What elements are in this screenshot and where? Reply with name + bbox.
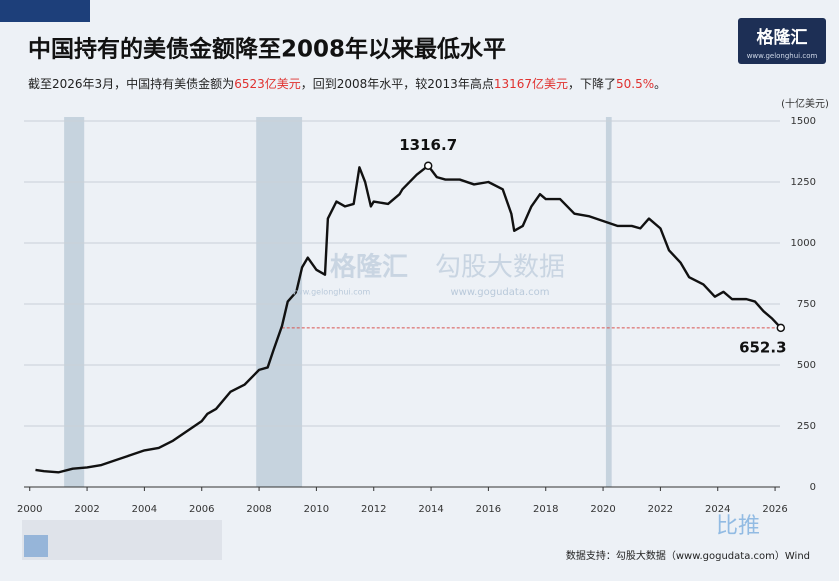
subtitle-part: 6523亿美元 bbox=[234, 76, 301, 91]
watermark: 格隆汇 bbox=[330, 252, 408, 283]
x-tick-label: 2004 bbox=[132, 504, 157, 515]
watermark: www.gogudata.com bbox=[450, 287, 549, 298]
source: 数据支持：勾股大数据（www.gogudata.com）Wind bbox=[566, 549, 810, 562]
shaded-range bbox=[605, 117, 612, 487]
x-tick-label: 2000 bbox=[17, 504, 42, 515]
chart-title: 中国持有的美债金额降至2008年以来最低水平 bbox=[28, 36, 506, 63]
data-label: 652.3 bbox=[739, 338, 786, 356]
x-tick-label: 2012 bbox=[361, 504, 386, 515]
x-tick-label: 2002 bbox=[74, 504, 99, 515]
x-tick-label: 2008 bbox=[246, 504, 271, 515]
point-marker bbox=[423, 161, 433, 170]
x-tick-label: 2014 bbox=[418, 504, 443, 515]
y-tick-label: 1000 bbox=[791, 238, 816, 249]
subtitle-part: ，回到2008年水平，较2013年高点 bbox=[301, 76, 494, 91]
plot-area: 0 250 500 750 1000 1250 1500 2000 2002 2004 2006 20… bbox=[17, 116, 816, 515]
watermark: 比推 bbox=[716, 514, 760, 539]
y-tick-label: 750 bbox=[797, 299, 816, 310]
y-tick-label: 250 bbox=[797, 421, 816, 432]
x-tick-label: 2026 bbox=[762, 504, 787, 515]
y-axis-label: (十亿美元) bbox=[781, 97, 829, 110]
y-tick-label: 500 bbox=[797, 360, 816, 371]
corner-block bbox=[0, 0, 90, 22]
logo-box bbox=[738, 18, 826, 64]
subtitle-part: 截至2026年3月，中国持有美债金额为 bbox=[28, 76, 234, 91]
y-tick-label: 0 bbox=[810, 482, 816, 493]
logo-url: www.gelonghui.com bbox=[747, 52, 818, 60]
x-tick-label: 2016 bbox=[476, 504, 501, 515]
watermark: www.gelonghui.com bbox=[290, 288, 371, 297]
blurred-icon bbox=[24, 535, 48, 557]
subtitle-part: 50.5% bbox=[616, 77, 654, 91]
subtitle-part: 13167亿美元 bbox=[494, 76, 568, 91]
shaded-range bbox=[256, 117, 303, 487]
blurred-area bbox=[22, 520, 222, 560]
logo-name: 格隆汇 bbox=[757, 27, 808, 48]
subtitle-part: 。 bbox=[654, 77, 666, 91]
y-tick-label: 1500 bbox=[791, 116, 816, 127]
x-tick-label: 2022 bbox=[648, 504, 673, 515]
shaded-range bbox=[64, 117, 85, 487]
chart-subtitle: 截至2026年3月，中国持有美债金额为6523亿美元，回到2008年水平，较20… bbox=[28, 76, 666, 91]
watermark: 勾股大数据 bbox=[435, 253, 565, 283]
x-tick-label: 2020 bbox=[590, 504, 615, 515]
point-marker bbox=[776, 323, 786, 333]
x-tick-label: 2010 bbox=[304, 504, 329, 515]
x-tick-label: 2024 bbox=[705, 504, 730, 515]
subtitle-part: ，下降了 bbox=[568, 77, 616, 91]
line bbox=[35, 164, 782, 474]
data-label: 1316.7 bbox=[399, 136, 457, 154]
y-tick-label: 1250 bbox=[791, 177, 816, 188]
x-tick-label: 2006 bbox=[189, 504, 214, 515]
x-tick-label: 2018 bbox=[533, 504, 558, 515]
